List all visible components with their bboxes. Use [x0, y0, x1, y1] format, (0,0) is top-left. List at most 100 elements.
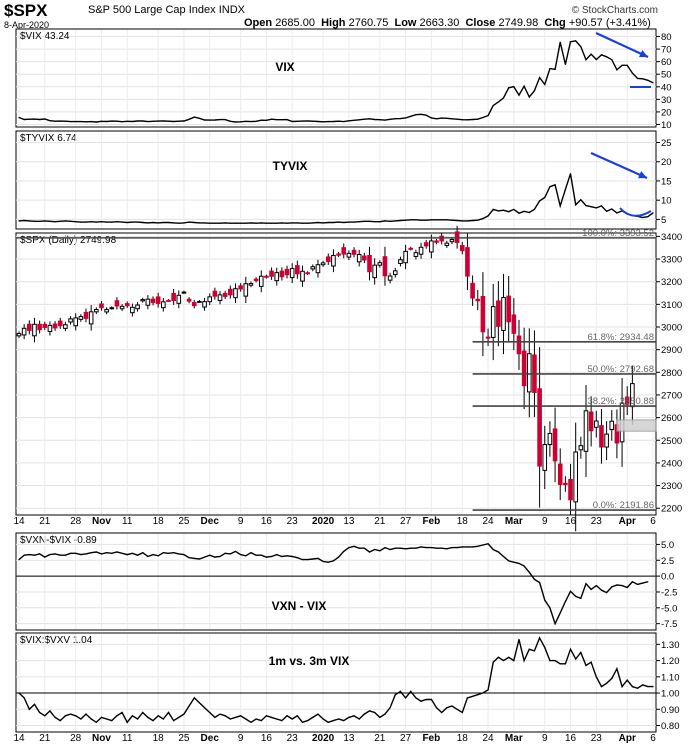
data-point-vxn_vix-6: [49, 554, 51, 556]
candle-39: [217, 291, 223, 305]
candle-body-112: [593, 420, 599, 428]
data-point-vix_vxv-30: [173, 720, 175, 722]
x-tick-label-0-1: 21: [39, 516, 51, 527]
data-point-vix-12: [80, 121, 82, 123]
data-point-tyvix-38: [214, 222, 216, 224]
candle-66: [356, 249, 362, 267]
series-tyvix: [18, 173, 654, 224]
y-tick-label-vix_vxv-4: 0.90: [661, 705, 680, 716]
data-point-vxn_vix-33: [188, 557, 190, 559]
data-point-vxn_vix-10: [69, 552, 72, 554]
data-point-vix-96: [513, 86, 515, 88]
data-point-vxn_vix-74: [399, 547, 401, 549]
data-point-vxn_vix-90: [482, 544, 484, 546]
y-tick-label-spx-1: 2300: [661, 481, 682, 492]
candle-113: [599, 409, 604, 464]
data-point-vix_vxv-11: [75, 715, 77, 717]
x-tick-label-0-14: 27: [400, 516, 412, 527]
data-point-vix-59: [322, 121, 324, 123]
data-point-vix-57: [312, 120, 314, 122]
candle-body-95: [506, 295, 511, 323]
y-tick-label-spx-6: 2800: [661, 368, 682, 379]
data-point-tyvix-10: [69, 220, 72, 222]
candle-body-66: [356, 254, 362, 263]
data-point-vix-54: [296, 120, 298, 122]
candle-body-37: [207, 296, 213, 303]
candle-68: [367, 246, 372, 281]
candle-body-110: [583, 410, 589, 452]
candle-74: [398, 256, 403, 267]
data-point-vxn_vix-0: [18, 559, 20, 561]
data-point-tyvix-1: [23, 219, 25, 222]
data-point-vix-80: [430, 117, 432, 119]
candle-35: [197, 300, 202, 303]
candle-body-9: [63, 324, 68, 329]
y-tick-label-vxn_vix-3: -2.5: [661, 587, 677, 598]
data-point-vix-3: [33, 118, 36, 120]
data-point-vix-113: [600, 54, 603, 56]
panel-frame-tyvix: [15, 130, 657, 230]
data-point-tyvix-72: [389, 220, 391, 222]
data-point-tyvix-53: [291, 222, 293, 224]
data-point-vix_vxv-77: [415, 697, 417, 699]
data-point-vix-99: [528, 96, 530, 98]
candle-75: [403, 244, 408, 270]
candle-body-28: [161, 301, 166, 309]
candle-body-83: [444, 242, 450, 247]
data-point-vxn_vix-85: [456, 547, 458, 549]
candle-body-74: [398, 259, 403, 264]
candle-body-50: [274, 272, 280, 282]
data-point-vix_vxv-74: [399, 690, 401, 693]
data-point-vix_vxv-10: [69, 713, 72, 715]
data-point-tyvix-113: [600, 205, 603, 207]
data-point-vix-25: [147, 121, 149, 123]
candle-47: [258, 270, 264, 293]
candle-81: [434, 238, 439, 245]
data-point-tyvix-71: [384, 220, 386, 222]
candle-body-90: [480, 295, 486, 333]
data-point-vix_vxv-16: [100, 716, 103, 719]
data-point-vxn_vix-93: [497, 551, 499, 553]
candle-body-91: [485, 336, 491, 339]
candle-body-60: [325, 256, 331, 263]
data-point-vxn_vix-89: [477, 545, 479, 547]
data-point-vix-121: [642, 78, 644, 80]
data-point-vxn_vix-7: [54, 553, 56, 555]
data-point-vix_vxv-29: [167, 711, 170, 714]
candle-103: [547, 421, 553, 457]
candle-59: [320, 260, 326, 267]
data-point-tyvix-67: [363, 220, 365, 222]
data-point-vix-44: [245, 120, 247, 122]
legend-vix_vxv: $VIX:$VXV 1.04: [20, 635, 93, 646]
candle-9: [63, 321, 68, 332]
candle-body-103: [547, 432, 553, 446]
data-point-vix_vxv-39: [219, 713, 221, 715]
data-point-vix_vxv-22: [131, 715, 133, 717]
series-line-tyvix: [18, 173, 654, 224]
x-tick-label-1-8: 9: [238, 733, 244, 744]
candle-body-13: [83, 311, 89, 319]
panel-frame-vix_vxv: [15, 632, 657, 733]
candle-1: [21, 324, 27, 340]
annotation-vix_vxv: 1m vs. 3m VIX: [269, 654, 350, 668]
candle-5: [42, 321, 48, 331]
data-point-vxn_vix-51: [281, 555, 283, 558]
candle-body-33: [186, 298, 192, 302]
data-point-tyvix-31: [178, 222, 180, 224]
data-point-vxn_vix-22: [131, 552, 133, 554]
data-point-vix-72: [389, 118, 391, 120]
data-point-tyvix-68: [368, 220, 371, 222]
candle-body-96: [511, 314, 517, 334]
data-point-vix-83: [446, 117, 448, 119]
data-point-tyvix-14: [90, 221, 92, 223]
data-point-tyvix-77: [415, 219, 417, 221]
data-point-vxn_vix-79: [425, 547, 427, 549]
candle-88: [470, 275, 475, 306]
data-point-vix_vxv-88: [472, 695, 474, 697]
x-tick-label-1-19: 9: [542, 733, 548, 744]
data-point-vix-110: [585, 59, 587, 61]
data-point-vix_vxv-68: [368, 710, 371, 712]
candle-body-101: [537, 388, 542, 467]
data-point-tyvix-97: [518, 212, 520, 214]
data-point-vix_vxv-69: [374, 711, 376, 714]
